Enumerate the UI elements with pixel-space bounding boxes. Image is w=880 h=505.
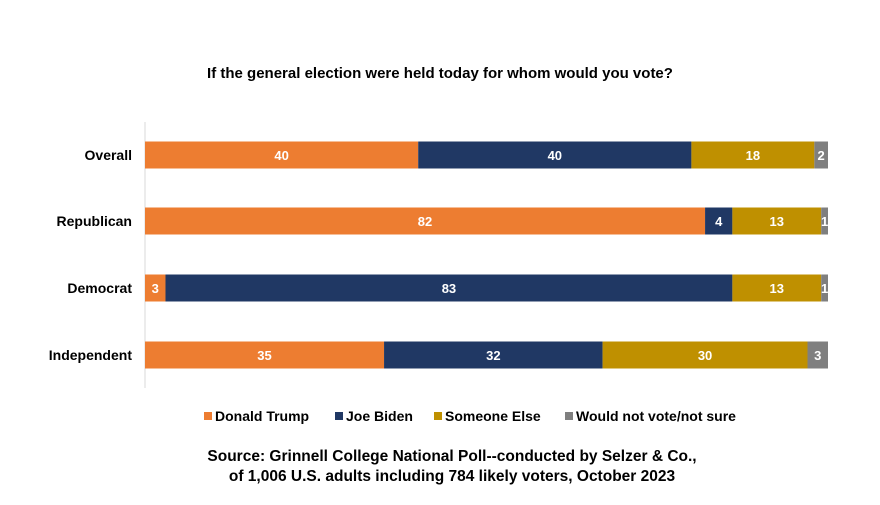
- bar-segment: [602, 341, 808, 369]
- data-label: 40: [274, 148, 288, 163]
- legend-label: Someone Else: [445, 408, 541, 424]
- bar-segment: [814, 141, 828, 169]
- bar-segment: [145, 341, 385, 369]
- legend-swatch: [335, 412, 343, 420]
- data-label: 18: [746, 148, 760, 163]
- data-label: 2: [818, 148, 825, 163]
- data-label: 3: [814, 348, 821, 363]
- source-line-2: of 1,006 U.S. adults including 784 likel…: [229, 468, 676, 485]
- category-label: Democrat: [67, 280, 132, 296]
- bar-segment: [732, 207, 822, 235]
- data-label: 4: [715, 214, 723, 229]
- data-label: 13: [770, 214, 784, 229]
- data-label: 35: [257, 348, 271, 363]
- bar-segment: [384, 341, 603, 369]
- data-label: 3: [152, 281, 159, 296]
- bar-segment: [705, 207, 733, 235]
- category-label: Overall: [85, 147, 132, 163]
- legend-swatch: [565, 412, 573, 420]
- data-label: 32: [486, 348, 500, 363]
- bar-segment: [732, 274, 822, 302]
- data-label: 1: [821, 281, 828, 296]
- data-label: 13: [770, 281, 784, 296]
- data-label: 40: [548, 148, 562, 163]
- legend: Donald Trump Joe Biden Someone Else Would n…: [204, 408, 736, 424]
- data-label: 1: [821, 214, 828, 229]
- category-label: Independent: [49, 347, 133, 363]
- data-label: 83: [442, 281, 456, 296]
- bar-segment: [145, 207, 706, 235]
- data-label: 82: [418, 214, 432, 229]
- bar-segment: [165, 274, 733, 302]
- chart-title: If the general election were held today …: [207, 65, 673, 82]
- bar-segment: [145, 141, 419, 169]
- legend-swatch: [204, 412, 212, 420]
- bar-segment: [691, 141, 815, 169]
- source-line-1: Source: Grinnell College National Poll--…: [207, 448, 696, 465]
- bar-segment: [418, 141, 692, 169]
- bar-segment: [821, 207, 828, 235]
- legend-label: Would not vote/not sure: [576, 408, 736, 424]
- bar-segment: [821, 274, 828, 302]
- legend-label: Donald Trump: [215, 408, 309, 424]
- legend-label: Joe Biden: [346, 408, 413, 424]
- bar-segment: [145, 274, 166, 302]
- legend-swatch: [434, 412, 442, 420]
- category-label: Republican: [57, 213, 132, 229]
- data-label: 30: [698, 348, 712, 363]
- bar-segment: [807, 341, 828, 369]
